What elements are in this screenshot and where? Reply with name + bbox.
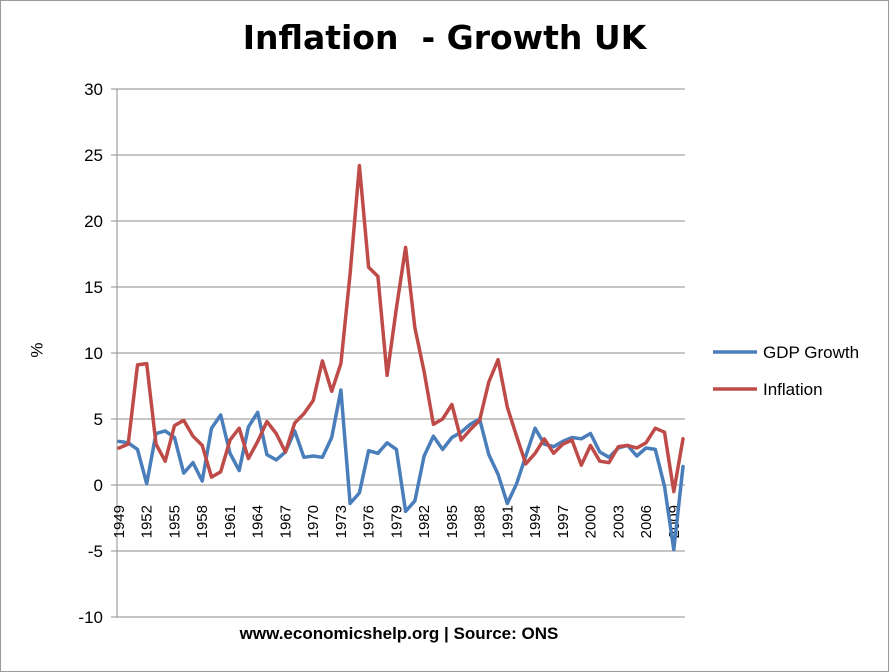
x-tick-label: 2000 bbox=[583, 505, 600, 538]
source-note: www.economicshelp.org | Source: ONS bbox=[239, 624, 559, 643]
x-tick-label: 2003 bbox=[610, 505, 627, 538]
x-tick-label: 1955 bbox=[166, 505, 183, 538]
x-tick-label: 1979 bbox=[388, 505, 405, 538]
y-tick-label: -10 bbox=[78, 608, 103, 627]
x-tick-label: 1949 bbox=[111, 505, 128, 538]
y-tick-label: 30 bbox=[84, 80, 103, 99]
legend-label: GDP Growth bbox=[763, 343, 859, 362]
x-tick-label: 1973 bbox=[333, 505, 350, 538]
x-tick-label: 1976 bbox=[361, 505, 378, 538]
x-tick-label: 1994 bbox=[527, 505, 544, 538]
x-tick-label: 1991 bbox=[499, 505, 516, 538]
x-tick-label: 1964 bbox=[250, 505, 267, 538]
x-tick-label: 1970 bbox=[305, 505, 322, 538]
legend: GDP Growth Inflation bbox=[713, 343, 859, 399]
x-tick-label: 1961 bbox=[222, 505, 239, 538]
y-tick-label: 25 bbox=[84, 146, 103, 165]
y-tick-label: 20 bbox=[84, 212, 103, 231]
chart-title: Inflation - Growth UK bbox=[242, 18, 647, 57]
y-tick-label: -5 bbox=[88, 542, 103, 561]
x-tick-label: 1988 bbox=[472, 505, 489, 538]
y-tick-labels: 30 25 20 15 10 5 0 -5 -10 bbox=[78, 80, 103, 627]
x-tick-label: 1997 bbox=[555, 505, 572, 538]
y-tick-label: 0 bbox=[94, 476, 103, 495]
x-tick-label: 1952 bbox=[139, 505, 156, 538]
y-tick-label: 5 bbox=[94, 410, 103, 429]
x-tick-label: 1985 bbox=[444, 505, 461, 538]
series-line-inflation bbox=[117, 163, 685, 494]
x-tick-label: 1967 bbox=[277, 505, 294, 538]
x-tick-labels: 1949 1952 1955 1958 1961 1964 1967 1970 1973 1976… bbox=[111, 505, 683, 538]
legend-label: Inflation bbox=[763, 380, 823, 399]
series-line-gdp-growth bbox=[117, 388, 685, 552]
x-tick-label: 1958 bbox=[194, 505, 211, 538]
series-lines bbox=[117, 163, 685, 552]
y-tick-label: 10 bbox=[84, 344, 103, 363]
x-tick-label: 1982 bbox=[416, 505, 433, 538]
y-tick-label: 15 bbox=[84, 278, 103, 297]
x-tick-label: 2006 bbox=[638, 505, 655, 538]
